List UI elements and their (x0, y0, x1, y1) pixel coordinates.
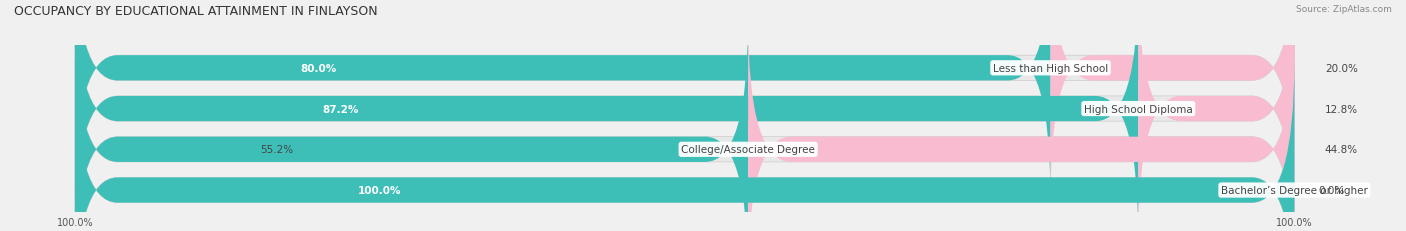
FancyBboxPatch shape (75, 20, 748, 231)
Text: OCCUPANCY BY EDUCATIONAL ATTAINMENT IN FINLAYSON: OCCUPANCY BY EDUCATIONAL ATTAINMENT IN F… (14, 5, 378, 18)
Text: 20.0%: 20.0% (1324, 64, 1358, 73)
FancyBboxPatch shape (75, 0, 1139, 231)
FancyBboxPatch shape (75, 61, 1295, 231)
FancyBboxPatch shape (1050, 0, 1295, 198)
FancyBboxPatch shape (748, 20, 1295, 231)
FancyBboxPatch shape (75, 0, 1295, 198)
Text: 0.0%: 0.0% (1319, 185, 1346, 195)
Text: 55.2%: 55.2% (260, 145, 294, 155)
Text: Source: ZipAtlas.com: Source: ZipAtlas.com (1296, 5, 1392, 14)
Text: 12.8%: 12.8% (1324, 104, 1358, 114)
FancyBboxPatch shape (75, 20, 1295, 231)
Text: Bachelor’s Degree or higher: Bachelor’s Degree or higher (1220, 185, 1368, 195)
FancyBboxPatch shape (75, 0, 1050, 198)
Text: 87.2%: 87.2% (322, 104, 359, 114)
Text: High School Diploma: High School Diploma (1084, 104, 1192, 114)
Text: 100.0%: 100.0% (359, 185, 402, 195)
Text: Less than High School: Less than High School (993, 64, 1108, 73)
Text: 80.0%: 80.0% (301, 64, 337, 73)
FancyBboxPatch shape (1139, 0, 1295, 231)
Text: 44.8%: 44.8% (1324, 145, 1358, 155)
Text: College/Associate Degree: College/Associate Degree (681, 145, 815, 155)
FancyBboxPatch shape (75, 0, 1295, 231)
FancyBboxPatch shape (75, 61, 1295, 231)
